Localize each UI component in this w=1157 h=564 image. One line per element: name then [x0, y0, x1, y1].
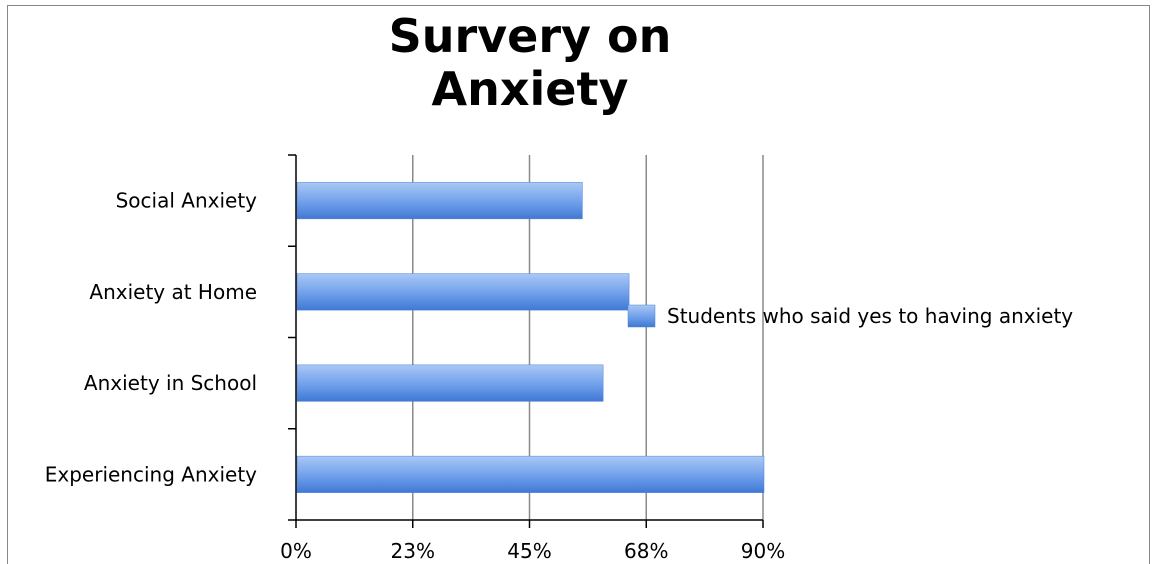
x-tick-label: 68% — [624, 539, 668, 563]
x-tick-label: 90% — [741, 539, 785, 563]
y-tick-label: Anxiety in School — [84, 371, 257, 395]
legend-label: Students who said yes to having anxiety — [667, 304, 1073, 328]
y-tick-label: Anxiety at Home — [89, 280, 257, 304]
legend-swatch — [627, 304, 656, 328]
y-tick-label: Experiencing Anxiety — [45, 462, 257, 486]
bar — [296, 455, 765, 493]
y-tick-label: Social Anxiety — [116, 189, 258, 213]
bar — [296, 364, 604, 402]
chart-frame — [7, 5, 1150, 564]
x-tick-label: 23% — [391, 539, 435, 563]
chart-title: Survery on Anxiety — [388, 9, 672, 116]
x-tick-label: 45% — [507, 539, 551, 563]
x-tick-label: 0% — [280, 539, 312, 563]
bar — [296, 273, 630, 311]
bar — [296, 182, 583, 220]
